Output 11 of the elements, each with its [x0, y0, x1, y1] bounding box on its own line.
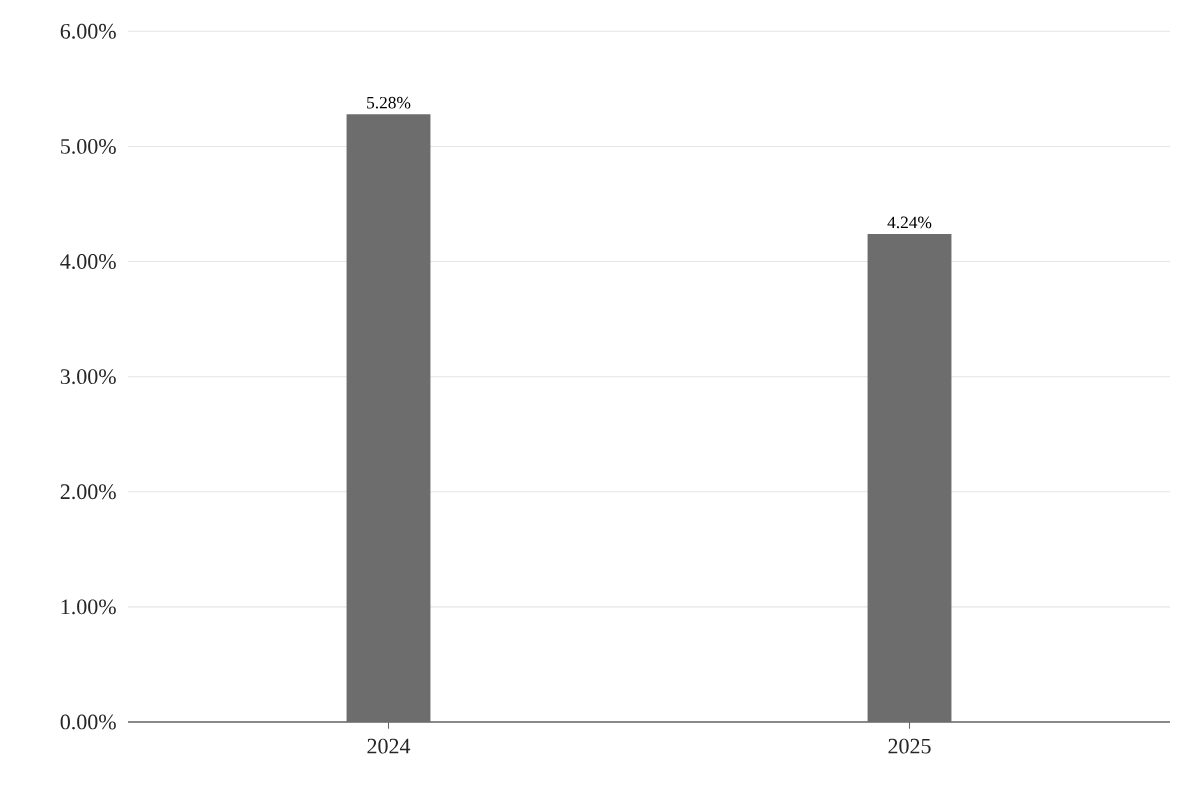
y-tick-label: 4.00% — [60, 254, 116, 270]
y-tick-label: 1.00% — [61, 599, 116, 615]
x-tick-label: 2025 — [888, 738, 931, 754]
data-label: 5.28% — [367, 96, 411, 109]
y-tick-label: 6.00% — [60, 23, 116, 39]
data-label: 4.24% — [887, 216, 932, 229]
y-tick-label: 0.00% — [60, 714, 116, 730]
x-tick-label: 2024 — [367, 738, 411, 754]
y-tick-label: 5.00% — [61, 138, 116, 154]
y-tick-label: 3.00% — [60, 369, 116, 385]
y-tick-label: 2.00% — [60, 484, 116, 500]
